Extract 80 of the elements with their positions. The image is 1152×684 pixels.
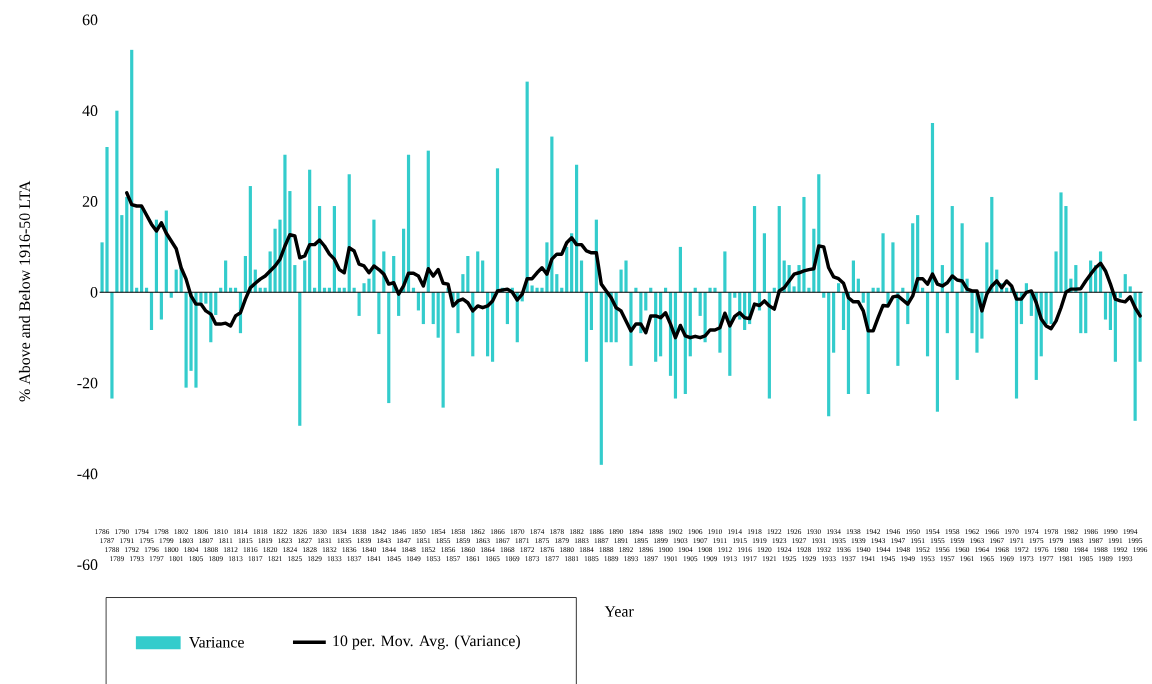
bar bbox=[698, 292, 702, 316]
bar bbox=[159, 292, 163, 320]
bar bbox=[1108, 292, 1113, 330]
bar bbox=[827, 292, 831, 417]
bar bbox=[762, 233, 767, 293]
y-tick-label: 20 bbox=[82, 196, 98, 207]
bar bbox=[115, 110, 119, 293]
y-tick-label: 0 bbox=[90, 286, 98, 298]
bar bbox=[836, 283, 841, 293]
bar bbox=[174, 269, 178, 293]
bar bbox=[387, 292, 391, 404]
bar bbox=[525, 81, 529, 293]
bar bbox=[303, 260, 307, 293]
bar bbox=[752, 206, 757, 293]
bar bbox=[298, 292, 302, 426]
bar bbox=[149, 292, 154, 330]
bar bbox=[891, 242, 895, 293]
x-axis-title: Year bbox=[604, 606, 634, 617]
bar bbox=[935, 292, 940, 412]
bar bbox=[377, 292, 381, 335]
bar bbox=[441, 292, 445, 408]
bar bbox=[120, 215, 124, 293]
bar bbox=[604, 292, 608, 343]
bar bbox=[495, 168, 500, 293]
legend-label: Variance bbox=[189, 636, 244, 648]
bar bbox=[579, 260, 584, 293]
bar bbox=[856, 278, 860, 293]
bar bbox=[575, 164, 579, 293]
y-tick-label: -40 bbox=[77, 468, 98, 480]
bar bbox=[476, 251, 480, 293]
bar bbox=[505, 292, 509, 325]
bar bbox=[930, 122, 935, 293]
y-tick-label: 40 bbox=[82, 105, 98, 117]
bar bbox=[985, 242, 989, 293]
bar bbox=[555, 274, 559, 293]
bar bbox=[243, 255, 247, 293]
bar bbox=[456, 292, 460, 334]
y-tick-label: 60 bbox=[82, 14, 98, 26]
bar bbox=[589, 292, 594, 330]
bar bbox=[140, 206, 144, 293]
bar bbox=[723, 251, 727, 293]
bar bbox=[1103, 292, 1108, 320]
bar bbox=[851, 260, 855, 293]
bar bbox=[1079, 292, 1083, 334]
bar bbox=[481, 260, 485, 293]
y-tick-label: -60 bbox=[77, 559, 98, 571]
bar bbox=[911, 223, 915, 293]
bar bbox=[431, 292, 435, 325]
bar bbox=[955, 292, 959, 380]
bar bbox=[224, 260, 228, 293]
bar bbox=[357, 292, 361, 316]
bar bbox=[881, 233, 885, 293]
bar bbox=[584, 292, 589, 362]
bar bbox=[1049, 292, 1053, 325]
bar bbox=[421, 292, 425, 325]
y-tick-label: -20 bbox=[77, 377, 98, 389]
bar bbox=[130, 49, 134, 293]
y-axis-title: % Above and Below 1916-50 LTA bbox=[18, 180, 31, 402]
bar bbox=[293, 265, 297, 293]
bar bbox=[436, 292, 440, 338]
bar bbox=[461, 274, 465, 293]
bar bbox=[678, 246, 682, 293]
bar bbox=[767, 292, 771, 399]
bar bbox=[110, 292, 114, 399]
bar bbox=[841, 292, 846, 330]
bar bbox=[565, 246, 569, 293]
bar bbox=[925, 292, 930, 357]
bar bbox=[1128, 286, 1132, 293]
bar bbox=[832, 292, 836, 353]
bar bbox=[214, 292, 218, 315]
bar bbox=[406, 154, 411, 293]
bar bbox=[466, 255, 470, 293]
bar bbox=[599, 292, 603, 465]
bar bbox=[1084, 292, 1088, 334]
bar bbox=[861, 292, 865, 303]
bar bbox=[945, 292, 949, 334]
bar bbox=[1123, 274, 1127, 293]
bar bbox=[629, 292, 633, 366]
legend-label: 10 per. Mov. Avg. (Variance) bbox=[333, 635, 520, 650]
bar bbox=[125, 196, 129, 293]
